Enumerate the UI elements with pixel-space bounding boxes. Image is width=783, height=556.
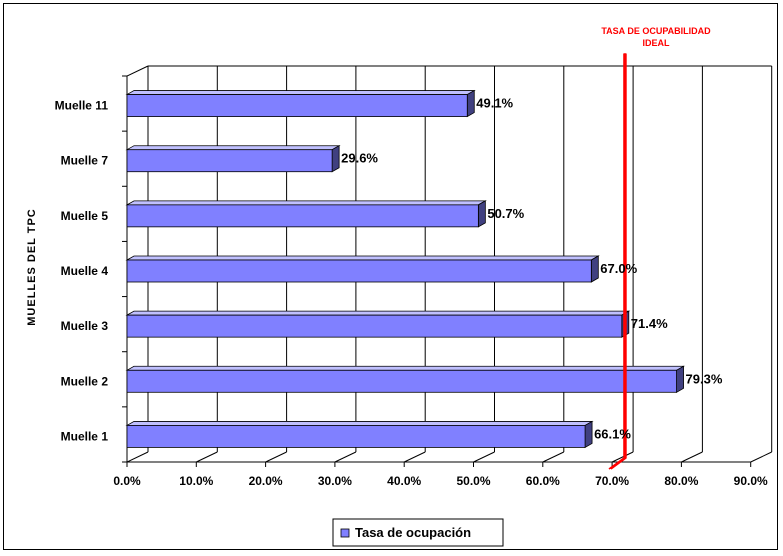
bar-5 — [126, 149, 333, 173]
floor-line-5 — [473, 451, 495, 463]
bar-chart: 0.0% 10.0% 20.0% 30.0% 40.0% 50.0% 60.0% 70.0% 8… — [26, 26, 773, 547]
category-label-2: Muelle 3 — [61, 319, 109, 333]
floor-line-8 — [681, 451, 703, 463]
x-tick-label-0: 0.0% — [113, 474, 141, 488]
bar-top-4 — [125, 200, 487, 206]
bars-layer — [125, 89, 686, 449]
x-tick-label-4: 40.0% — [387, 474, 421, 488]
category-label-4: Muelle 5 — [61, 209, 109, 223]
category-label-5: Muelle 7 — [61, 154, 109, 168]
bar-group-1 — [125, 365, 686, 393]
bar-top-1 — [125, 365, 686, 371]
data-label-6: 49.1% — [476, 96, 513, 111]
floor-line-7 — [611, 451, 634, 463]
legend: Tasa de ocupación — [332, 518, 504, 547]
bar-top-3 — [125, 255, 600, 261]
bar-6 — [126, 94, 468, 117]
x-tick-label-6: 60.0% — [526, 474, 560, 488]
bar-end-6 — [466, 89, 475, 118]
bar-top-2 — [125, 310, 631, 316]
floor-line-9 — [750, 451, 772, 463]
x-tick-label-8: 80.0% — [664, 474, 698, 488]
legend-box — [332, 518, 504, 547]
bar-end-4 — [477, 200, 486, 228]
data-label-1: 79.3% — [686, 371, 723, 386]
reference-line-layer — [608, 53, 627, 470]
labels-layer: 0.0% 10.0% 20.0% 30.0% 40.0% 50.0% 60.0% 70.0% 8… — [55, 96, 768, 488]
bar-end-5 — [331, 145, 340, 173]
data-label-4: 50.7% — [487, 206, 524, 221]
x-tick-label-1: 10.0% — [179, 474, 213, 488]
bar-0 — [126, 425, 586, 448]
bar-end-1 — [676, 365, 684, 393]
x-tick-label-7: 70.0% — [595, 474, 629, 488]
bar-group-2 — [125, 310, 631, 338]
side-wall-top — [126, 65, 149, 77]
floor-line-0 — [126, 451, 149, 463]
bar-group-4 — [125, 200, 487, 228]
bar-4 — [126, 204, 479, 228]
y-axis-title: MUELLES DEL TPC — [26, 208, 38, 325]
data-label-5: 29.6% — [341, 151, 378, 166]
reference-line-label-1: TASA DE OCUPABILIDAD — [601, 26, 711, 36]
data-label-2: 71.4% — [631, 316, 668, 331]
bar-top-5 — [125, 145, 341, 151]
category-label-3: Muelle 4 — [61, 264, 109, 278]
bar-2 — [126, 314, 623, 338]
legend-swatch — [340, 528, 350, 538]
bar-3 — [126, 259, 592, 283]
floor-line-1 — [196, 451, 218, 463]
bar-top-0 — [125, 421, 594, 426]
floor-line-2 — [265, 451, 287, 463]
reference-line-label-2: IDEAL — [643, 38, 671, 48]
bar-end-3 — [590, 255, 599, 283]
floor-line-3 — [334, 451, 357, 463]
x-tick-label-9: 90.0% — [734, 474, 768, 488]
bar-group-3 — [125, 255, 600, 283]
bar-group-5 — [125, 145, 341, 173]
category-label-1: Muelle 2 — [61, 374, 109, 388]
x-tick-label-5: 50.0% — [456, 474, 490, 488]
data-label-3: 67.0% — [600, 261, 637, 276]
category-label-0: Muelle 1 — [61, 429, 109, 443]
chart-frame: 0.0% 10.0% 20.0% 30.0% 40.0% 50.0% 60.0% 70.0% 8… — [3, 3, 778, 550]
reference-line — [608, 53, 627, 470]
x-tick-label-2: 20.0% — [249, 474, 283, 488]
floor-line-6 — [542, 451, 565, 463]
bar-group-6 — [125, 89, 476, 118]
bar-group-0 — [125, 420, 594, 449]
data-label-0: 66.1% — [594, 426, 631, 441]
bar-1 — [126, 369, 677, 393]
x-tick-label-3: 30.0% — [318, 474, 352, 488]
floor-line-4 — [403, 451, 426, 463]
bar-top-6 — [125, 90, 476, 95]
bar-end-0 — [584, 420, 593, 449]
legend-label: Tasa de ocupación — [355, 525, 471, 540]
category-label-6: Muelle 11 — [55, 99, 109, 113]
